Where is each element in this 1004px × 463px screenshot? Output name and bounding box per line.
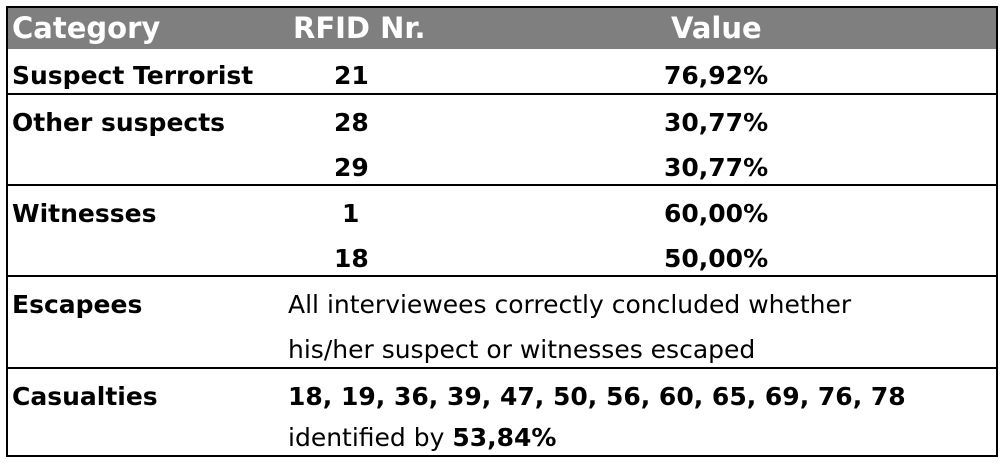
row-divider [8,93,996,95]
row-divider [8,367,996,369]
table-header: Category RFID Nr. Value [8,8,996,49]
identified-value: 53,84% [452,423,557,452]
category-escapees: Escapees [12,290,143,319]
results-table: Category RFID Nr. Value Suspect Terroris… [6,6,998,457]
category-casualties: Casualties [12,382,158,411]
row-divider [8,275,996,277]
header-rfid: RFID Nr. [293,11,426,45]
row-divider [8,184,996,186]
category-suspect-terrorist: Suspect Terrorist [12,61,254,90]
category-other-suspects: Other suspects [12,108,226,137]
header-category: Category [12,11,161,45]
escapees-text-line2: his/her suspect or witnesses escaped [288,335,756,364]
value-18: 50,00% [664,244,769,273]
casualties-ids: 18, 19, 36, 39, 47, 50, 56, 60, 65, 69, … [288,382,906,411]
value-1: 60,00% [664,199,769,228]
header-value: Value [671,11,762,45]
rfid-28: 28 [334,108,369,137]
rfid-1: 1 [342,199,360,228]
value-21: 76,92% [664,61,769,90]
rfid-29: 29 [334,153,369,182]
identified-prefix: identified by [288,423,453,452]
escapees-text-line1: All interviewees correctly concluded whe… [288,290,852,319]
casualties-identified: identified by 53,84% [288,423,556,453]
value-29: 30,77% [664,153,769,182]
category-witnesses: Witnesses [12,199,157,228]
value-28: 30,77% [664,108,769,137]
rfid-21: 21 [334,61,369,90]
rfid-18: 18 [334,244,369,273]
